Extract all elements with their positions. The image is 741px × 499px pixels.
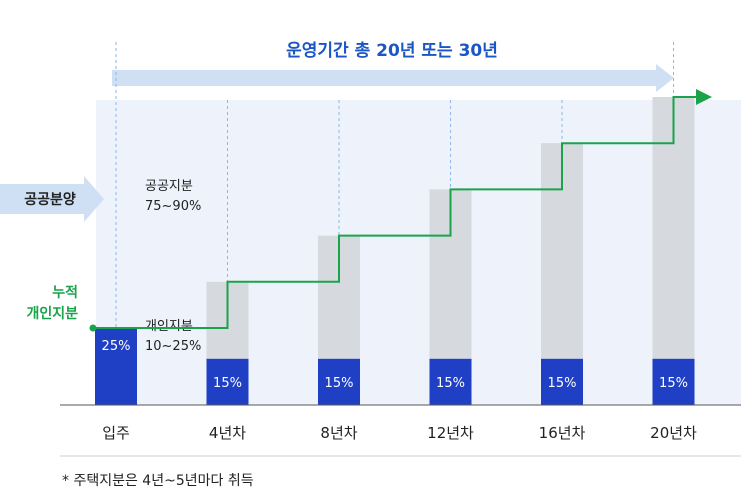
- period-title: 운영기간 총 20년 또는 30년: [286, 41, 498, 61]
- x-tick-label: 8년차: [320, 424, 357, 442]
- bar-value-label: 15%: [436, 376, 465, 391]
- acquired-share-bar: [429, 358, 472, 405]
- x-tick-label: 20년차: [650, 424, 697, 442]
- cumulative-label-line2: 개인지분: [26, 305, 78, 322]
- private-share-label: 개인지분: [145, 319, 193, 334]
- private-share-range: 10~25%: [145, 339, 201, 354]
- public-share-range: 75~90%: [145, 199, 201, 214]
- acquired-share-bar: [541, 358, 583, 405]
- acquired-share-bar: [318, 358, 360, 405]
- cumulative-line-start-dot: [89, 324, 97, 332]
- footnote: * 주택지분은 4년~5년마다 취득: [62, 473, 254, 489]
- x-tick-label: 16년차: [539, 424, 586, 442]
- chart-panel: [96, 100, 741, 405]
- operating-period-arrow: [112, 64, 674, 92]
- x-tick-label: 12년차: [427, 424, 474, 442]
- cumulative-share-step-line: [93, 89, 712, 329]
- public-share-label: 공공지분: [145, 179, 193, 194]
- cumulative-label-line1: 누적: [52, 284, 78, 301]
- public-sale-arrow: [0, 176, 104, 222]
- bar-value-label: 15%: [548, 376, 577, 391]
- bar-value-label: 25%: [102, 339, 131, 354]
- acquired-share-bar: [206, 358, 249, 405]
- x-tick-label: 4년차: [209, 424, 246, 442]
- bar-value-label: 15%: [213, 376, 242, 391]
- acquired-share-bar: [95, 328, 137, 405]
- bar-value-label: 15%: [659, 376, 688, 391]
- bar-value-label: 15%: [325, 376, 354, 391]
- x-tick-label: 입주: [102, 424, 130, 442]
- acquired-share-bar: [652, 358, 695, 405]
- public-sale-label: 공공분양: [24, 192, 76, 208]
